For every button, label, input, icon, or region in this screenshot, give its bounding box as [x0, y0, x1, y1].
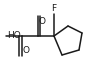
Text: F: F [51, 4, 57, 13]
Text: HO: HO [7, 31, 21, 41]
Text: O: O [23, 46, 30, 55]
Text: O: O [39, 17, 46, 26]
